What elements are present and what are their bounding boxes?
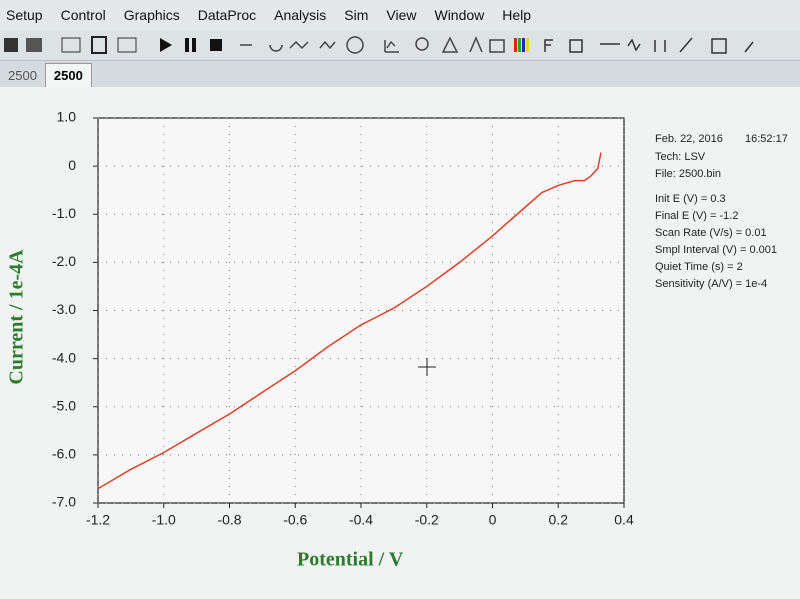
tool-icon[interactable] [514, 38, 517, 52]
info-line: Tech: LSV [655, 151, 706, 163]
tool-icon[interactable] [441, 36, 505, 53]
info-date: Feb. 22, 2016 [655, 133, 723, 145]
tab[interactable]: 2500 [8, 68, 37, 83]
y-tick-label: -5.0 [52, 397, 76, 413]
toolbar [0, 30, 800, 61]
tool-icon[interactable] [26, 38, 42, 52]
pause-icon[interactable] [185, 38, 189, 52]
x-tick-label: -0.2 [415, 512, 439, 528]
y-tick-label: 1.0 [57, 109, 77, 125]
menu-item[interactable]: Graphics [123, 7, 180, 23]
tool-icon[interactable] [61, 37, 81, 53]
tool-icon[interactable] [91, 36, 107, 54]
pause-icon[interactable] [192, 38, 196, 52]
tool-icon[interactable] [518, 38, 521, 52]
crosshair [418, 358, 436, 376]
tool-icon[interactable] [544, 37, 754, 54]
menu-item[interactable]: Analysis [274, 7, 327, 23]
x-tick-label: -0.6 [283, 512, 307, 528]
info-line: Quiet Time (s) = 2 [655, 261, 743, 273]
tab-strip: 2500 2500 [0, 61, 800, 87]
tool-icon[interactable] [117, 37, 137, 53]
menu-item[interactable]: Setup [6, 7, 43, 23]
x-tick-label: -1.2 [86, 512, 110, 528]
menu-item[interactable]: Sim [344, 7, 369, 23]
x-tick-label: -0.8 [217, 512, 241, 528]
x-tick-label: -0.4 [349, 512, 373, 528]
info-line: File: 2500.bin [655, 168, 721, 180]
tool-icon[interactable] [240, 40, 336, 52]
menu-item[interactable]: Control [60, 7, 106, 23]
info-line: Init E (V) = 0.3 [655, 193, 726, 205]
x-tick-label: 0 [489, 512, 497, 528]
info-line: Sensitivity (A/V) = 1e-4 [655, 278, 767, 290]
info-line: Final E (V) = -1.2 [655, 210, 738, 222]
run-icon[interactable] [160, 38, 172, 52]
menu-item[interactable]: View [386, 7, 417, 23]
y-tick-label: -1.0 [52, 205, 76, 221]
tool-icon[interactable] [415, 37, 429, 51]
tool-icon[interactable] [346, 36, 364, 54]
y-tick-label: -2.0 [52, 253, 76, 269]
y-tick-label: 0 [68, 157, 76, 173]
menu-item[interactable]: DataProc [197, 7, 257, 23]
tool-icon[interactable] [4, 38, 18, 52]
tool-icon[interactable] [384, 40, 399, 53]
info-line: Smpl Interval (V) = 0.001 [655, 244, 777, 256]
info-time: 16:52:17 [745, 133, 788, 145]
stop-icon[interactable] [210, 39, 222, 51]
y-tick-label: -3.0 [52, 301, 76, 317]
x-tick-label: 0.2 [549, 512, 569, 528]
chart: Potential / V Current / 1e-4A Feb. 22, 2… [0, 87, 800, 599]
y-axis-label: Current / 1e-4A [6, 249, 28, 385]
x-tick-label: 0.4 [614, 512, 634, 528]
menu-bar: Setup Control Graphics DataProc Analysis Sim V… [0, 0, 800, 30]
tab[interactable]: 2500 [44, 63, 92, 87]
y-tick-label: -7.0 [52, 494, 76, 510]
tool-icon[interactable] [522, 38, 525, 52]
x-axis-label: Potential / V [297, 549, 404, 571]
x-tick-label: -1.0 [152, 512, 176, 528]
menu-item[interactable]: Window [434, 7, 485, 23]
menu-item[interactable]: Help [502, 7, 532, 23]
y-tick-label: -6.0 [52, 446, 76, 462]
info-line: Scan Rate (V/s) = 0.01 [655, 227, 767, 239]
data-line [97, 152, 602, 490]
y-tick-label: -4.0 [52, 349, 76, 365]
tool-icon[interactable] [526, 38, 529, 52]
